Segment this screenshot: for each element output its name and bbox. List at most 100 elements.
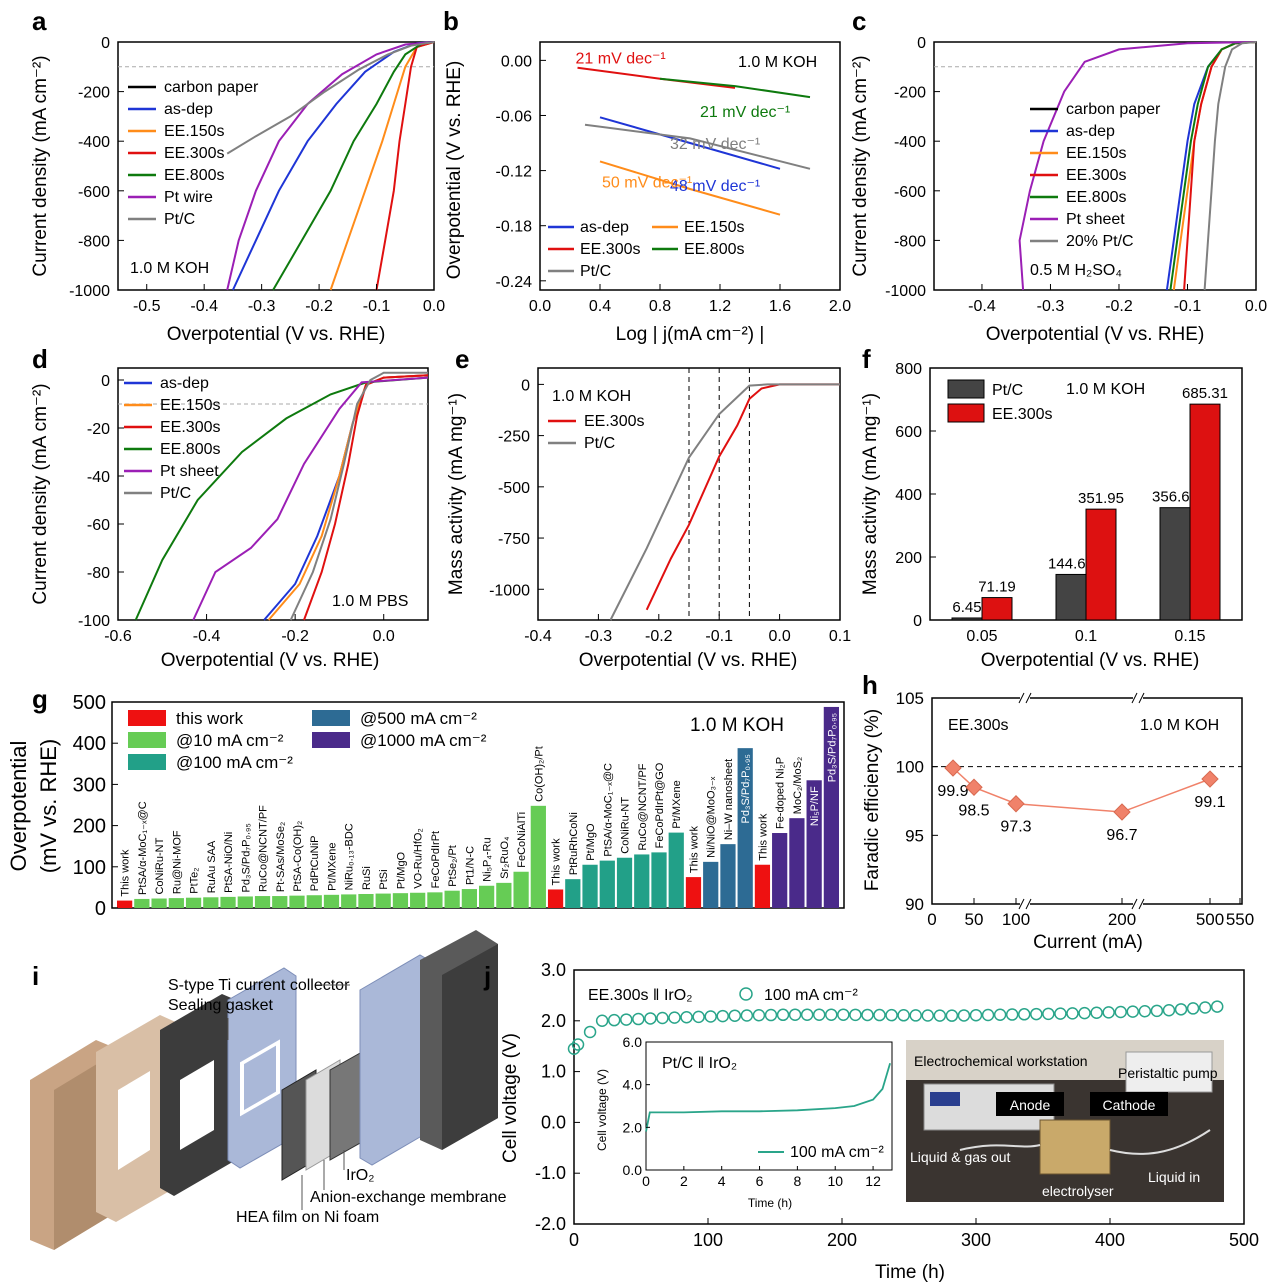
y-tick-label: 0 [917,35,926,52]
y-tick-label: -0.24 [496,274,533,291]
x-tick-label: 0.0 [1245,298,1267,315]
series-line-ee-800s [659,77,811,99]
bar-1 [134,898,150,908]
efficiency-label: 97.3 [1000,819,1031,836]
series-line-pt-c [584,123,811,170]
legend-label: carbon paper [1066,101,1161,118]
voltage-point [1174,1003,1188,1016]
bar-11 [306,895,322,908]
inset-x-tick-label: 10 [827,1173,843,1189]
plot-frame [117,367,429,621]
legend-marker [739,987,753,1001]
y-tick-label: 90 [905,895,924,914]
legend-label: EE.300s [580,241,640,258]
legend-label: Pt/C [160,485,191,502]
inset-series [645,1063,891,1132]
bar-27 [582,864,598,908]
x-ticks: -0.5 -0.4 -0.3 -0.2 -0.1 0.0 [133,284,445,315]
voltage-point [825,1008,838,1021]
photo-label-electrolyser: electrolyser [1042,1183,1114,1199]
voltage-point [607,1013,621,1027]
voltage-point [1126,1005,1140,1018]
panel-d: d -0.6 -0.4 -0.2 0.0 0 -20 -40 -60 -80 -100 Over… [30,344,429,671]
voltage-point [1005,1008,1019,1021]
x-ticks: 0 100 200 300 400 500 [569,1218,1259,1250]
x-axis-label: Overpotential (V vs. RHE) [161,650,380,671]
bar-label: PdPtCuNiP [309,836,321,892]
legend-swatch [312,710,350,726]
y-tick-label: 100 [896,758,924,777]
inset-y-tick-label: 0.0 [623,1162,643,1178]
voltage-point [1042,1007,1055,1021]
tubing [959,1144,1041,1151]
x-tick-label: 400 [1095,1230,1125,1250]
electrolyte-annotation: 1.0 M KOH [738,54,817,71]
inset-voltage-line [645,1063,891,1132]
y-tick-label: -200 [78,85,110,102]
x-tick-label: 0.15 [1174,628,1205,645]
series-line-ee-300s [577,66,736,89]
voltage-point [957,1009,971,1022]
legend-label: @500 mA cm⁻² [360,709,477,728]
x-tick-label: -0.1 [363,298,391,315]
x-tick-label: 1.2 [709,298,731,315]
bar-ee-300s [1085,508,1117,621]
series-line-ee-300s [645,383,840,611]
bars: This work PtSA/α-MoC₁₋ₓ@C CoNiRu-NT Ru@Ni-M… [117,706,839,908]
bar-label: This work [757,813,769,861]
bar-0 [117,900,133,908]
x-tick-label: -0.6 [104,628,132,645]
tafel-label: 32 mV dec⁻¹ [670,136,760,153]
series-line-pt-sheet [1018,41,1257,291]
s-channel [240,1039,280,1117]
x-tick-label: 0 [927,910,936,929]
x-axis-label: Overpotential (V vs. RHE) [986,324,1205,345]
voltage-point [716,1009,729,1023]
legend-label: EE.800s [1066,189,1126,206]
x-axis-label: Log | j(mA cm⁻²) | [616,324,765,345]
bar-21 [479,885,495,908]
legend-label: 20% Pt/C [1066,233,1134,250]
x-tick-label: 200 [1108,910,1136,929]
y-tick-label: -750 [498,531,530,548]
legend: carbon paper as-dep EE.150s EE.300s EE.800s P… [1030,101,1161,250]
efficiency-label: 98.5 [958,802,989,819]
electrolyte-annotation: 1.0 M KOH [130,260,209,277]
axis-break [1018,898,1025,910]
x-tick-label: 0.0 [529,298,551,315]
bar-30 [634,854,650,908]
panel-e: e -0.4 -0.3 -0.2 -0.1 0.0 0.1 0 -250 -500 -750 -1… [446,344,851,671]
voltage-point [692,1010,705,1024]
series-line-ee-800s [1169,41,1257,291]
data-series: 99.9 98.5 97.3 96.7 99.1 [937,759,1226,844]
series-line-pt-c [226,41,435,155]
x-tick-label: -0.3 [248,298,276,315]
voltage-point [885,1008,898,1022]
x-tick-label: -0.1 [1174,298,1202,315]
x-tick-label: 500 [1229,1230,1259,1250]
y-tick-label: -200 [894,85,926,102]
x-axis-label: Time (h) [875,1262,945,1283]
bar-label: Pt/MgO [585,823,597,861]
y-ticks: 0.00 -0.06 -0.12 -0.18 -0.24 [496,53,546,291]
y-tick-label: -0.18 [496,219,533,236]
voltage-point [740,1009,754,1022]
x-tick-label: 100 [693,1230,723,1250]
axis-break-gap [1020,694,1030,702]
bar-29 [616,857,633,908]
voltage-point [909,1009,922,1022]
y-axis-label: Cell voltage (V) [500,1033,521,1163]
bar-41 [823,706,839,908]
voltage-point [1102,1006,1115,1019]
gasket-window [180,1060,214,1150]
voltage-point [1078,1006,1091,1020]
voltage-point [567,1042,581,1055]
electrolyte-annotation: 1.0 M KOH [1066,381,1145,398]
bar-38 [772,833,788,908]
bar-label: Ru@Ni-MOF [171,830,183,894]
panel-b: b 0.0 0.4 0.8 1.2 1.6 2.0 0.00 -0.06 -0.12 -0.18… [443,6,851,345]
inset-ticks: 0 2 4 6 8 10 12 0.0 2.0 4.0 6.0 [623,1034,882,1189]
tafel-labels: 48 mV dec⁻¹50 mV dec⁻¹ 21 mV dec⁻¹ 21 mV d… [576,51,791,195]
axis-break [1131,692,1138,704]
electrolyte-annotation: 1.0 M KOH [690,715,784,736]
